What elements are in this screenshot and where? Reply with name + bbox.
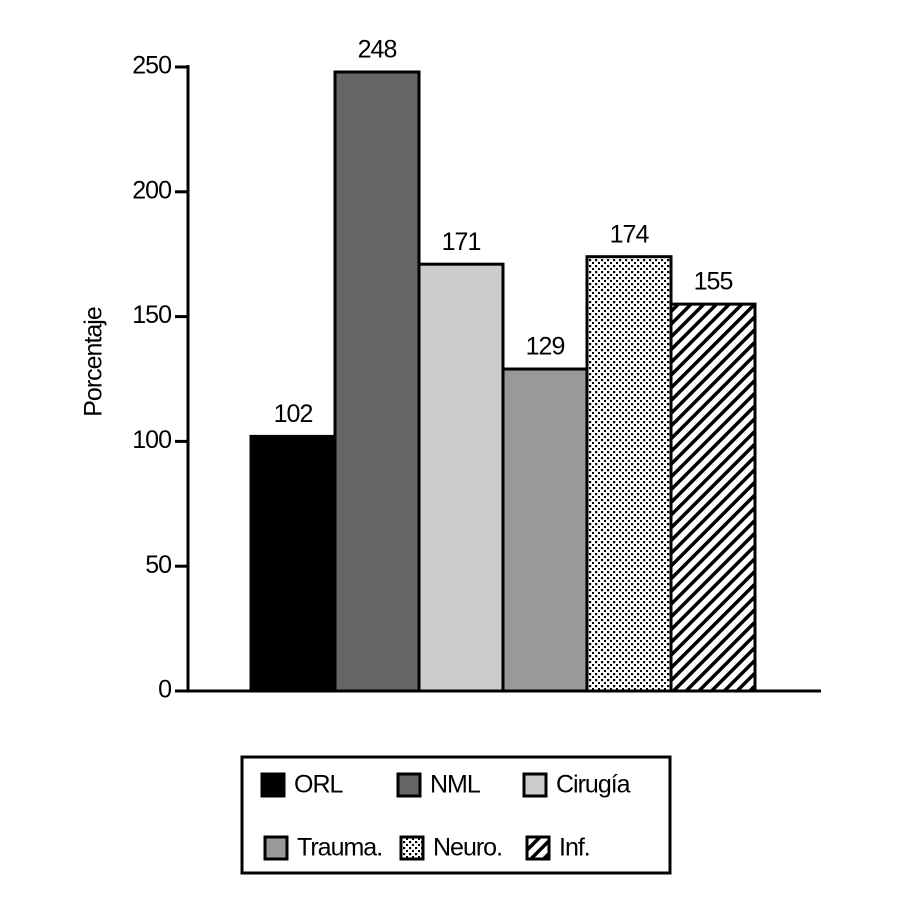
- legend-label: Inf.: [559, 834, 590, 862]
- value-label: 171: [442, 228, 481, 256]
- bar: [333, 70, 421, 693]
- y-tick-label: 50: [145, 551, 171, 579]
- bar: [669, 302, 757, 693]
- legend-label: Cirugía: [556, 771, 631, 799]
- bar: [249, 434, 337, 693]
- y-tick-label: 200: [132, 176, 171, 204]
- legend-label: ORL: [294, 771, 344, 799]
- legend-label: NML: [430, 771, 481, 799]
- legend-swatch: [522, 772, 548, 798]
- legend-label: Trauma.: [297, 834, 382, 862]
- y-axis-label: Porcentaje: [80, 307, 108, 417]
- value-label: 102: [274, 400, 313, 428]
- legend-swatch: [399, 835, 425, 861]
- value-label: 155: [694, 268, 733, 296]
- y-tick-label: 250: [132, 52, 171, 80]
- legend-label: Neuro.: [433, 834, 502, 862]
- value-label: 174: [610, 220, 650, 248]
- legend-box: [240, 755, 672, 875]
- legend-swatch: [396, 772, 422, 798]
- legend-swatch: [260, 772, 286, 798]
- y-tick-label: 150: [132, 301, 171, 329]
- y-tick-label: 0: [158, 676, 171, 704]
- y-tick-label: 100: [132, 426, 171, 454]
- value-label: 248: [358, 36, 397, 64]
- value-label: 129: [526, 333, 565, 361]
- legend-swatch: [263, 835, 289, 861]
- bar: [585, 255, 673, 693]
- bar: [417, 262, 505, 693]
- bar: [501, 367, 589, 693]
- legend-swatch: [525, 835, 551, 861]
